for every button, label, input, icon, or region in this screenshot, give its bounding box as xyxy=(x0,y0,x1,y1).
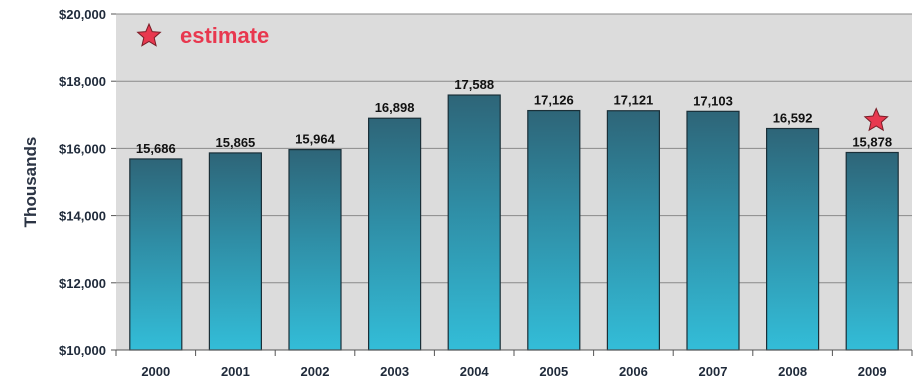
data-label-2008: 16,592 xyxy=(773,111,813,126)
x-tick-label: 2006 xyxy=(619,364,648,379)
bar-2007 xyxy=(686,110,740,351)
x-tick-label: 2003 xyxy=(380,364,409,379)
data-label-2007: 17,103 xyxy=(693,93,733,108)
x-tick-label: 2004 xyxy=(460,364,490,379)
data-label-2005: 17,126 xyxy=(534,93,574,108)
y-axis-label: Thousands xyxy=(21,137,40,228)
x-tick-label: 2005 xyxy=(539,364,568,379)
bar-2006 xyxy=(606,110,661,351)
y-tick-label: $16,000 xyxy=(59,141,106,156)
x-tick-label: 2001 xyxy=(221,364,250,379)
data-label-2000: 15,686 xyxy=(136,141,176,156)
x-tick-label: 2002 xyxy=(301,364,330,379)
star-icon xyxy=(136,22,162,47)
legend: estimate xyxy=(136,22,269,48)
x-tick-label: 2009 xyxy=(858,364,887,379)
data-label-2003: 16,898 xyxy=(375,100,415,115)
y-tick-label: $18,000 xyxy=(59,74,106,89)
bar-2004 xyxy=(447,94,501,351)
legend-label: estimate xyxy=(180,23,269,48)
x-axis-ticks: 2000 2001 2002 2003 2004 2005 2006 2007 2008 2009 xyxy=(115,350,913,379)
x-tick-label: 2000 xyxy=(141,364,170,379)
bar-2003 xyxy=(368,117,422,351)
bars: 15,686 15,865 15,964 16,898 17,588 17,126 17,1… xyxy=(129,77,899,351)
estimate-star-icon xyxy=(863,107,889,132)
x-tick-label: 2007 xyxy=(699,364,728,379)
data-label-2009: 15,878 xyxy=(852,134,892,149)
bar-2002 xyxy=(288,149,342,351)
bar-2000 xyxy=(129,158,183,351)
bar-2008 xyxy=(765,127,820,351)
y-tick-label: $14,000 xyxy=(59,209,106,224)
y-tick-label: $12,000 xyxy=(59,276,106,291)
y-axis-ticks: $10,000 $12,000 $14,000 $16,000 $18,000 $20,0… xyxy=(59,7,116,358)
bar-2005 xyxy=(527,109,581,351)
bar-2009 xyxy=(845,151,899,351)
bar-2001 xyxy=(208,152,262,351)
x-tick-label: 2008 xyxy=(778,364,807,379)
data-label-2002: 15,964 xyxy=(295,132,336,147)
data-label-2004: 17,588 xyxy=(454,77,494,92)
y-tick-label: $20,000 xyxy=(59,7,106,22)
y-tick-label: $10,000 xyxy=(59,343,106,358)
data-label-2001: 15,865 xyxy=(216,135,256,150)
data-label-2006: 17,121 xyxy=(614,93,654,108)
